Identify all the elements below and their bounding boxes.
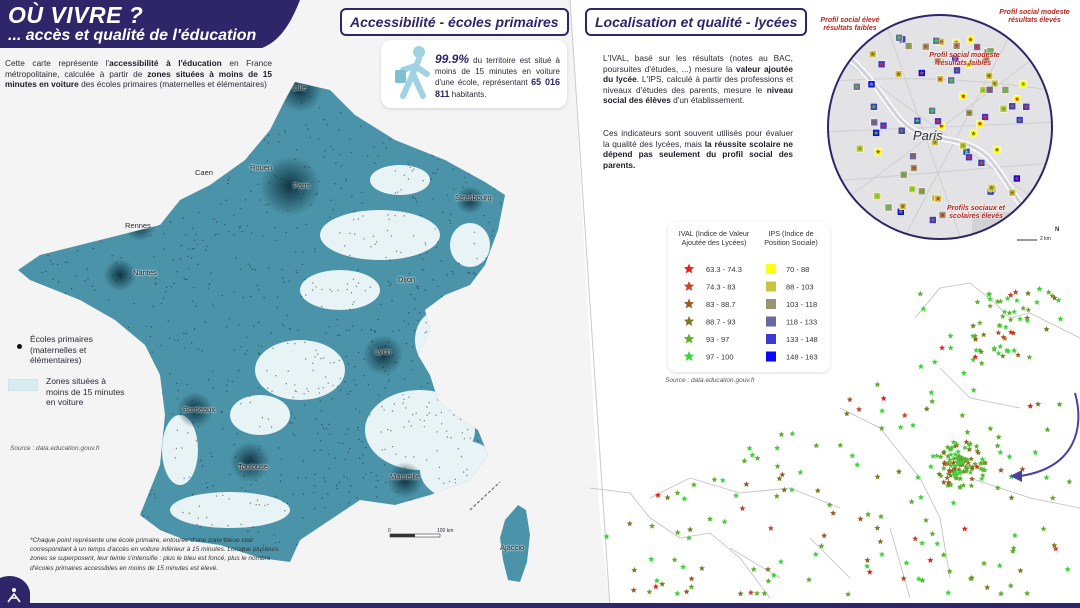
north-icon: N	[1055, 227, 1060, 233]
ips-range-2: 103 - 118	[786, 300, 817, 309]
city-toulouse: Toulouse	[238, 462, 269, 471]
legend-zones: Zones situées à moins de 15 minutes en v…	[46, 376, 125, 407]
corsica-shape	[500, 505, 530, 582]
callout-text: 99.9% du territoire est situé à moins de…	[435, 52, 560, 99]
walking-person-icon	[395, 46, 430, 99]
ips-range-4: 133 - 148	[786, 335, 818, 344]
ival-star-0	[683, 263, 695, 274]
city-dijon: Dijon	[398, 275, 416, 284]
ips-range-0: 70 - 88	[786, 265, 809, 274]
annot-profil-modeste-faibles: Profil social modeste résultats faibles	[929, 52, 1000, 67]
city-marseille: Marseille	[390, 472, 421, 481]
city-ajaccio: Ajaccio	[500, 543, 525, 552]
ival-range-0: 63.3 - 74.3	[706, 265, 742, 274]
pointer-arrow	[1019, 392, 1080, 477]
section-title-lycees: Localisation et qualité - lycées	[585, 8, 808, 36]
scale-bar	[389, 533, 441, 538]
lycees-region-map	[590, 282, 1080, 599]
annot-profil-eleve: Profil social élevé résultats faibles	[820, 17, 880, 32]
paris-scale-label: 2 km	[1040, 236, 1051, 242]
bottom-bar	[0, 603, 1080, 608]
legend-ecoles: Écoles primaires (maternelles et élément…	[30, 334, 93, 365]
ival-paragraph: L'IVAL, basé sur les résultats (notes au…	[603, 53, 793, 106]
ival-range-1: 74.3 - 83	[706, 283, 736, 292]
ips-swatch-5	[766, 351, 776, 362]
source-left: Source : data.education.gouv.fr	[10, 445, 100, 452]
ips-swatch-1	[766, 281, 776, 292]
city-nantes: Nantes	[133, 268, 157, 277]
ips-legend-header: IPS (Indice de Position Sociale)	[764, 229, 818, 247]
legend-zone-swatch	[8, 379, 38, 391]
section-title-accessibility: Accessibilité - écoles primaires	[340, 8, 569, 36]
ips-swatch-4	[766, 334, 776, 344]
annot-profils-eleves: Profils sociaux et scolaires élevés	[947, 205, 1005, 220]
city-strasbourg: Strasbourg	[455, 193, 492, 202]
page-title: OÙ VIVRE ?	[8, 2, 144, 28]
scale-zero: 0	[388, 528, 391, 534]
stat-callout: 99.9% du territoire est situé à moins de…	[381, 40, 567, 108]
source-right: Source : data.education.gouv.fr	[665, 377, 755, 384]
ips-range-5: 148 - 163	[786, 353, 818, 362]
legend-dot-symbol	[17, 344, 22, 349]
title-banner: OÙ VIVRE ? ... accès et qualité de l'édu…	[0, 0, 300, 48]
city-bordeaux: Bordeaux	[183, 405, 216, 414]
ival-range-3: 88.7 - 93	[706, 318, 736, 327]
ival-star-4	[683, 333, 695, 344]
city-rennes: Rennes	[125, 221, 151, 230]
city-rouen: Rouen	[250, 163, 273, 172]
ips-swatch-3	[766, 316, 776, 327]
ips-range-1: 88 - 103	[786, 283, 814, 292]
city-caen: Caen	[195, 168, 213, 177]
paris-detail-map	[827, 14, 1053, 241]
ival-range-5: 97 - 100	[706, 353, 734, 362]
ival-ips-legend: IVAL (Indice de Valeur Ajoutée des Lycée…	[668, 222, 830, 372]
ival-paragraph-2: Ces indicateurs sont souvent utilisés po…	[603, 128, 793, 170]
logo-icon	[0, 575, 30, 608]
ival-star-5	[683, 351, 695, 361]
ips-swatch-2	[766, 299, 776, 309]
ival-star-2	[683, 298, 695, 309]
scale-end: 100 km	[437, 528, 454, 534]
city-lille: Lille	[293, 83, 307, 92]
annot-profil-modeste-eleves: Profil social modeste résultats élevés	[999, 9, 1070, 24]
legend-symbols: 63.3 - 74.3 74.3 - 83 83 - 88.7 88.7 - 93 93…	[683, 263, 818, 362]
ips-range-3: 118 - 133	[786, 318, 817, 327]
ival-star-3	[683, 316, 695, 326]
ival-range-4: 93 - 97	[706, 335, 729, 344]
intro-paragraph: Cette carte représente l'accessibilité à…	[5, 58, 272, 90]
ival-legend-header: IVAL (Indice de Valeur Ajoutée des Lycée…	[678, 229, 750, 247]
city-paris: Paris	[293, 181, 311, 190]
ips-swatch-0	[766, 264, 776, 274]
footnote: *Chaque point représente une école prima…	[30, 537, 279, 572]
city-lyon: Lyon	[375, 347, 391, 356]
paris-map-label: Paris	[913, 128, 943, 143]
ival-star-1	[683, 281, 695, 291]
france-accessibility-map	[18, 82, 530, 582]
ival-range-2: 83 - 88.7	[706, 300, 736, 309]
page-subtitle: ... accès et qualité de l'éducation	[8, 27, 257, 44]
